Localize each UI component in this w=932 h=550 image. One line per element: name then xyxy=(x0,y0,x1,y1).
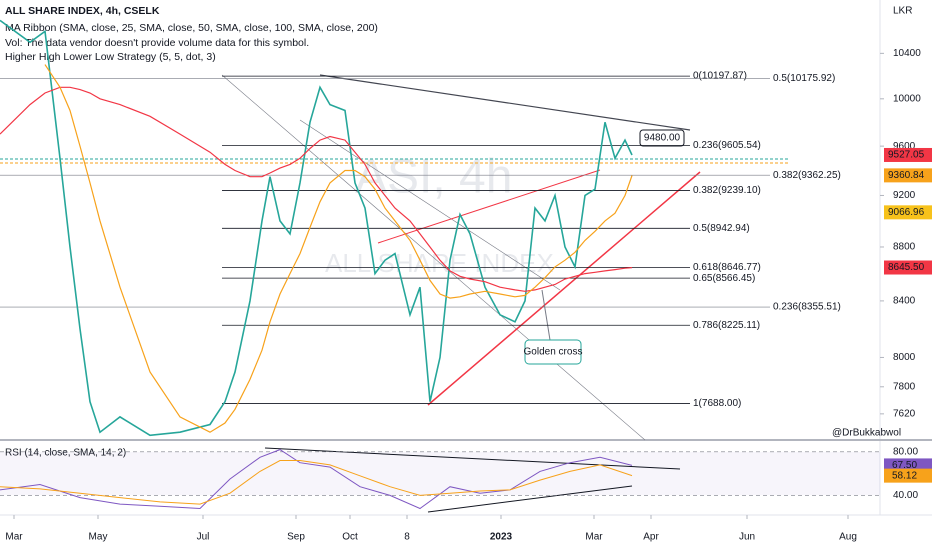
callout: 9480.00 xyxy=(644,133,681,144)
fib-label: 0.618(8646.77) xyxy=(693,262,761,273)
annotation-box xyxy=(524,339,582,365)
fib-label: 0.786(8225.11) xyxy=(693,320,760,331)
fib-label: 0.382(9239.10) xyxy=(693,185,761,196)
annotation-pointer xyxy=(541,289,551,341)
trend-line xyxy=(377,169,601,244)
y-tick-label: 8000 xyxy=(893,352,916,363)
y-tick-label: 8800 xyxy=(893,242,916,253)
x-tick-label: Aug xyxy=(839,532,857,543)
x-tick-label: Mar xyxy=(5,532,23,543)
rsi-title: RSI (14, close, SMA, 14, 2) xyxy=(5,448,126,459)
price-tag xyxy=(884,205,932,220)
trend-line xyxy=(299,119,561,291)
currency: LKR xyxy=(893,6,912,17)
x-tick-label: Jul xyxy=(197,532,210,543)
fib-label: 0.65(8566.45) xyxy=(693,273,755,284)
rsi-tag-label: 58.12 xyxy=(892,470,917,481)
rsi-trend-line xyxy=(427,485,633,513)
trend-line xyxy=(319,74,691,131)
price-line xyxy=(0,19,633,437)
author: @DrBukkabwol xyxy=(832,428,901,439)
rsi-tag xyxy=(884,468,932,483)
rsi-tick-label: 80.00 xyxy=(893,446,918,457)
price-tag xyxy=(884,147,932,162)
fib-label: 0(10197.87) xyxy=(693,71,747,82)
fib-label: 1(7688.00) xyxy=(693,398,741,409)
y-tick-label: 8400 xyxy=(893,296,916,307)
x-tick-label: Sep xyxy=(287,532,305,543)
rsi-trend-line xyxy=(264,447,681,470)
fib-label: 0.5(8942.94) xyxy=(693,223,750,234)
price-line xyxy=(0,460,633,505)
x-tick-label: May xyxy=(89,532,108,543)
price-line xyxy=(44,64,633,433)
price-line xyxy=(0,86,633,292)
fib-label: 0.236(9605.54) xyxy=(693,140,761,151)
indicator-label: Vol: The data vendor doesn't provide vol… xyxy=(5,37,309,49)
price-tag xyxy=(884,260,932,275)
indicator-label: Higher High Lower Low Strategy (5, 5, do… xyxy=(5,51,216,63)
x-tick-label: Mar xyxy=(585,532,603,543)
y-tick-label: 9200 xyxy=(893,190,916,201)
chart-title: ALL SHARE INDEX, 4h, CSELK xyxy=(5,5,160,17)
x-tick-label: Jun xyxy=(739,532,755,543)
rsi-tag-label: 67.50 xyxy=(892,460,917,471)
price-line xyxy=(0,449,633,510)
watermark: ASI, 4h xyxy=(355,151,512,204)
indicator-label: MA Ribbon (SMA, close, 25, SMA, close, 5… xyxy=(5,22,378,34)
price-tag-label: 9527.05 xyxy=(888,150,925,161)
x-tick-label: 8 xyxy=(404,532,410,543)
rsi-tick-label: 40.00 xyxy=(893,490,918,501)
y-tick-label: 7620 xyxy=(893,408,916,419)
rsi-band xyxy=(0,452,880,495)
x-tick-label: Oct xyxy=(342,532,358,543)
x-tick-label: 2023 xyxy=(490,532,513,543)
trend-line xyxy=(221,74,646,441)
y-tick-label: 7800 xyxy=(893,381,916,392)
annotation: Golden cross xyxy=(524,347,583,358)
y-tick-label: 10400 xyxy=(893,48,921,59)
price-tag xyxy=(884,168,932,183)
fib-label: 0.382(9362.25) xyxy=(773,170,841,181)
callout-box xyxy=(639,129,685,147)
price-tag-label: 9066.96 xyxy=(888,207,925,218)
y-tick-label: 10000 xyxy=(893,93,921,104)
price-tag-label: 9360.84 xyxy=(888,170,925,181)
price-tag-label: 8645.50 xyxy=(888,262,925,273)
fib-label: 0.5(10175.92) xyxy=(773,73,835,84)
fib-label: 0.236(8355.51) xyxy=(773,302,841,313)
trend-line xyxy=(427,171,701,406)
x-tick-label: Apr xyxy=(643,532,659,543)
y-tick-label: 9600 xyxy=(893,141,916,152)
